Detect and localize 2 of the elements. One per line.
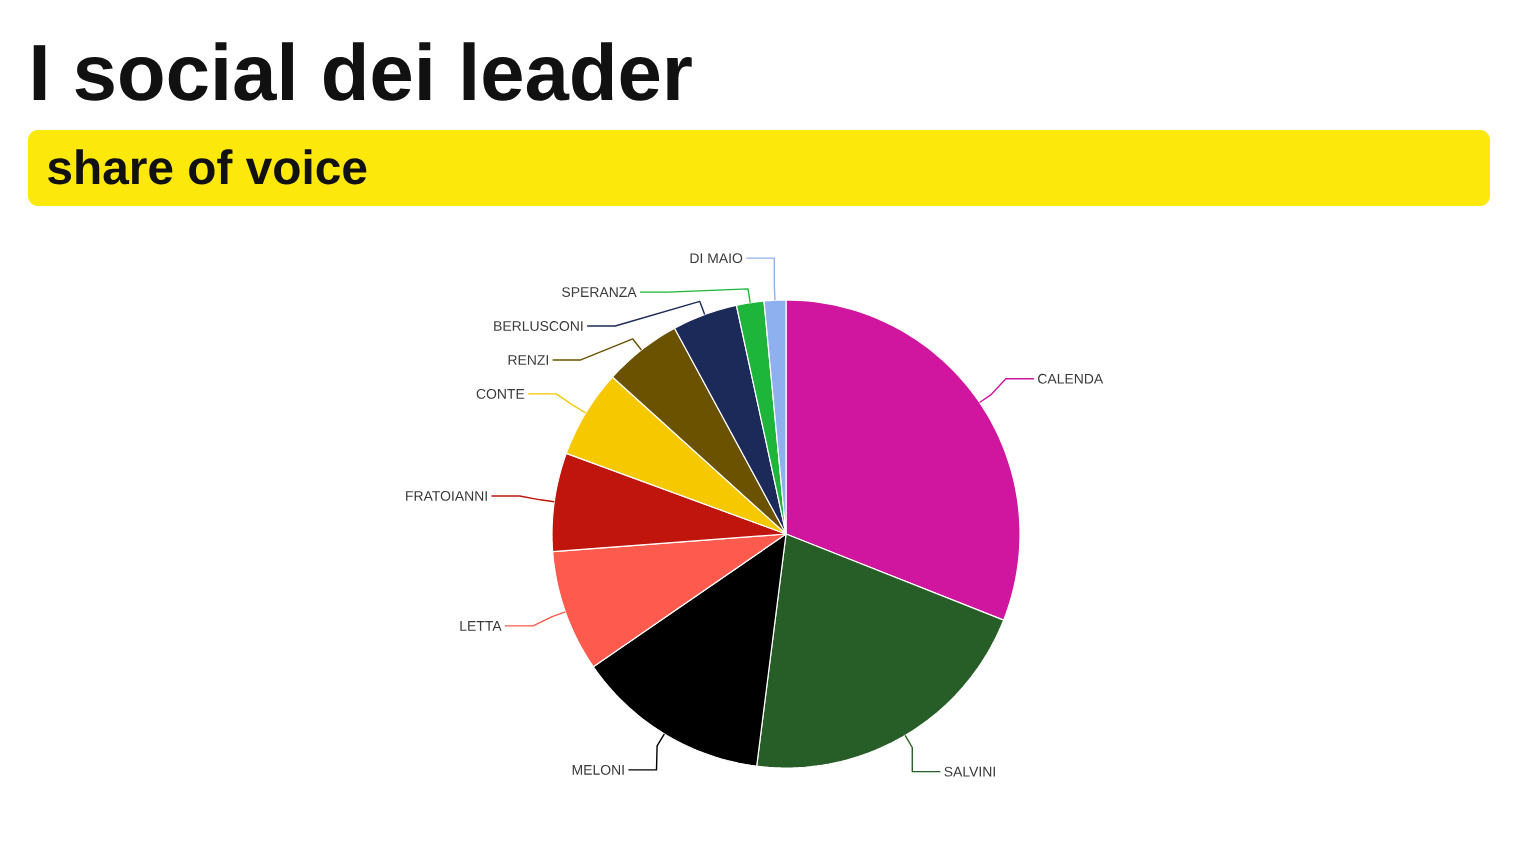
chart-subtitle: share of voice <box>48 149 367 185</box>
chart-title: I social dei leader <box>33 42 692 101</box>
